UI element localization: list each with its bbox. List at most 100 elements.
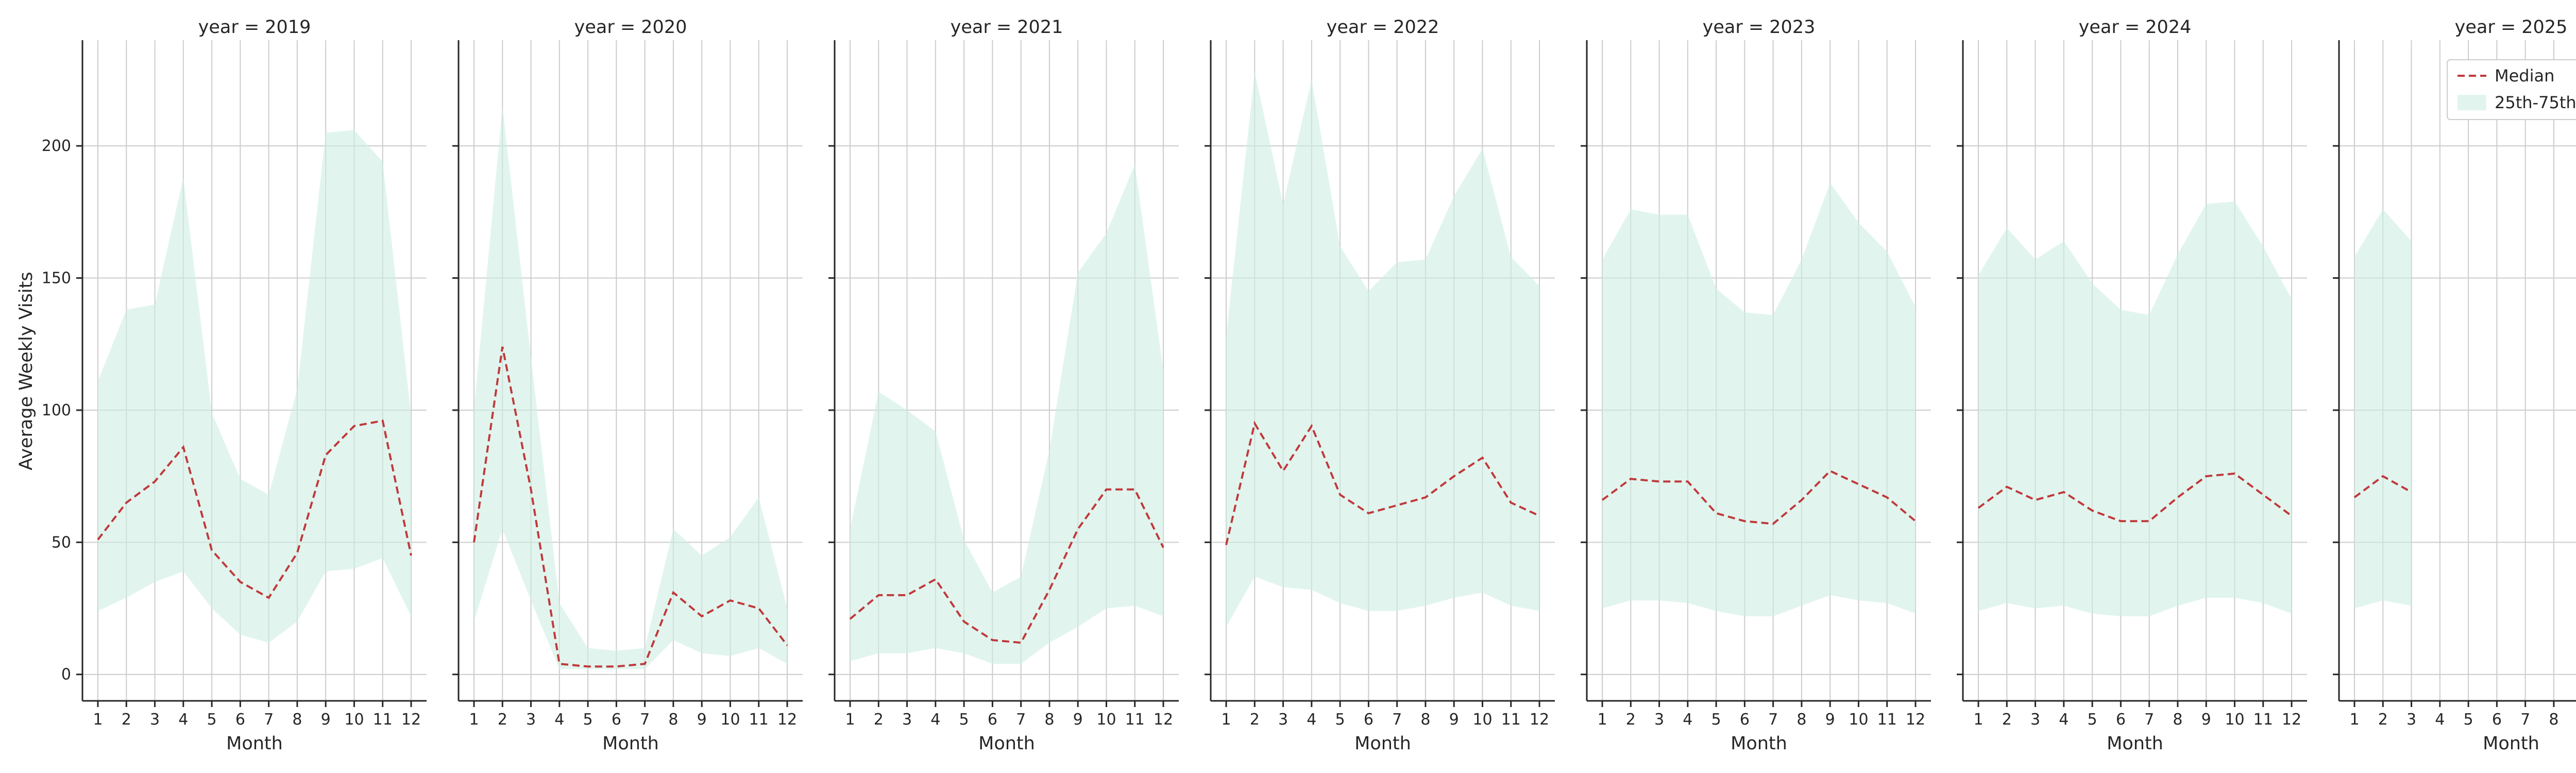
x-tick-label: 10 <box>2225 711 2244 729</box>
percentile-band <box>2354 209 2412 609</box>
y-tick-label: 0 <box>61 666 71 684</box>
x-tick-label: 9 <box>2201 711 2211 729</box>
percentile-band <box>474 106 787 669</box>
x-tick-label: 5 <box>1711 711 1721 729</box>
x-tick-label: 10 <box>720 711 740 729</box>
x-tick-label: 3 <box>150 711 160 729</box>
x-tick-label: 12 <box>1154 711 1173 729</box>
x-tick-label: 8 <box>1420 711 1430 729</box>
x-tick-label: 7 <box>1392 711 1402 729</box>
x-tick-label: 2 <box>2002 711 2012 729</box>
median-line <box>473 346 788 668</box>
x-tick-label: 2 <box>498 711 507 729</box>
x-tick-label: 6 <box>2492 711 2502 729</box>
x-tick-label: 1 <box>2349 711 2359 729</box>
panel-title: year = 2020 <box>574 17 687 38</box>
x-tick-label: 6 <box>1740 711 1750 729</box>
x-tick-label: 2 <box>2378 711 2388 729</box>
x-tick-label: 8 <box>2173 711 2182 729</box>
percentile-band <box>1978 201 2292 616</box>
x-tick-label: 3 <box>1654 711 1664 729</box>
x-tick-label: 5 <box>2464 711 2473 729</box>
x-tick-label: 1 <box>93 711 103 729</box>
x-tick-label: 11 <box>1125 711 1145 729</box>
x-tick-label: 12 <box>2282 711 2301 729</box>
x-tick-label: 4 <box>2435 711 2445 729</box>
x-tick-label: 4 <box>1683 711 1692 729</box>
x-tick-label: 8 <box>1044 711 1054 729</box>
x-tick-label: 10 <box>1096 711 1116 729</box>
panel-title: year = 2021 <box>951 17 1063 38</box>
x-tick-label: 12 <box>1906 711 1925 729</box>
x-tick-label: 7 <box>640 711 650 729</box>
x-tick-label: 7 <box>1768 711 1778 729</box>
x-tick-label: 12 <box>777 711 797 729</box>
x-tick-label: 5 <box>583 711 593 729</box>
y-axis-label: Average Weekly Visits <box>16 272 37 470</box>
x-tick-label: 2 <box>122 711 131 729</box>
percentile-band <box>98 130 411 643</box>
median-line <box>1601 469 1917 525</box>
legend-median-label: Median <box>2495 66 2554 86</box>
x-tick-label: 2 <box>1626 711 1636 729</box>
x-tick-label: 2 <box>1250 711 1260 729</box>
y-tick-label: 150 <box>42 270 71 288</box>
x-tick-label: 11 <box>1877 711 1897 729</box>
median-line <box>849 488 1164 644</box>
percentile-band <box>1226 72 1539 627</box>
x-tick-label: 5 <box>2088 711 2097 729</box>
x-tick-label: 8 <box>668 711 678 729</box>
x-tick-label: 10 <box>344 711 364 729</box>
x-tick-label: 8 <box>2549 711 2558 729</box>
x-tick-label: 2 <box>874 711 884 729</box>
x-axis-label: Month <box>978 733 1035 754</box>
x-axis-label: Month <box>2483 733 2539 754</box>
x-tick-label: 1 <box>1221 711 1231 729</box>
x-tick-label: 3 <box>1278 711 1288 729</box>
x-tick-label: 5 <box>1335 711 1345 729</box>
x-tick-label: 9 <box>1449 711 1459 729</box>
x-tick-label: 7 <box>1016 711 1026 729</box>
x-tick-label: 4 <box>178 711 188 729</box>
median-line <box>2353 475 2412 498</box>
x-tick-label: 12 <box>401 711 421 729</box>
legend-band-swatch <box>2458 95 2486 110</box>
y-tick-label: 100 <box>42 401 71 419</box>
x-tick-label: 11 <box>2253 711 2273 729</box>
x-tick-label: 4 <box>930 711 940 729</box>
x-tick-label: 12 <box>1530 711 1549 729</box>
x-tick-label: 6 <box>235 711 245 729</box>
x-tick-label: 10 <box>1849 711 1868 729</box>
x-tick-label: 1 <box>845 711 855 729</box>
x-tick-label: 9 <box>1825 711 1835 729</box>
x-tick-label: 10 <box>1472 711 1492 729</box>
x-tick-label: 5 <box>959 711 969 729</box>
percentile-band <box>1602 182 1916 616</box>
x-tick-label: 1 <box>1973 711 1983 729</box>
legend: Median 25th-75th Percentile <box>2447 59 2576 120</box>
y-tick-label: 200 <box>42 137 71 155</box>
percentile-band <box>850 164 1163 664</box>
x-tick-label: 8 <box>292 711 302 729</box>
x-tick-label: 1 <box>1597 711 1607 729</box>
x-tick-label: 3 <box>526 711 536 729</box>
x-tick-label: 4 <box>1307 711 1316 729</box>
x-axis-label: Month <box>226 733 283 754</box>
x-tick-label: 3 <box>2406 711 2416 729</box>
legend-band-label: 25th-75th Percentile <box>2495 93 2576 112</box>
x-axis-label: Month <box>1731 733 1787 754</box>
x-tick-label: 6 <box>612 711 621 729</box>
x-tick-label: 11 <box>373 711 393 729</box>
panel-title: year = 2023 <box>1703 17 1816 38</box>
x-tick-label: 4 <box>2059 711 2069 729</box>
x-tick-label: 8 <box>1797 711 1806 729</box>
x-tick-label: 9 <box>1073 711 1083 729</box>
x-tick-label: 6 <box>2116 711 2126 729</box>
panel-title: year = 2022 <box>1327 17 1439 38</box>
